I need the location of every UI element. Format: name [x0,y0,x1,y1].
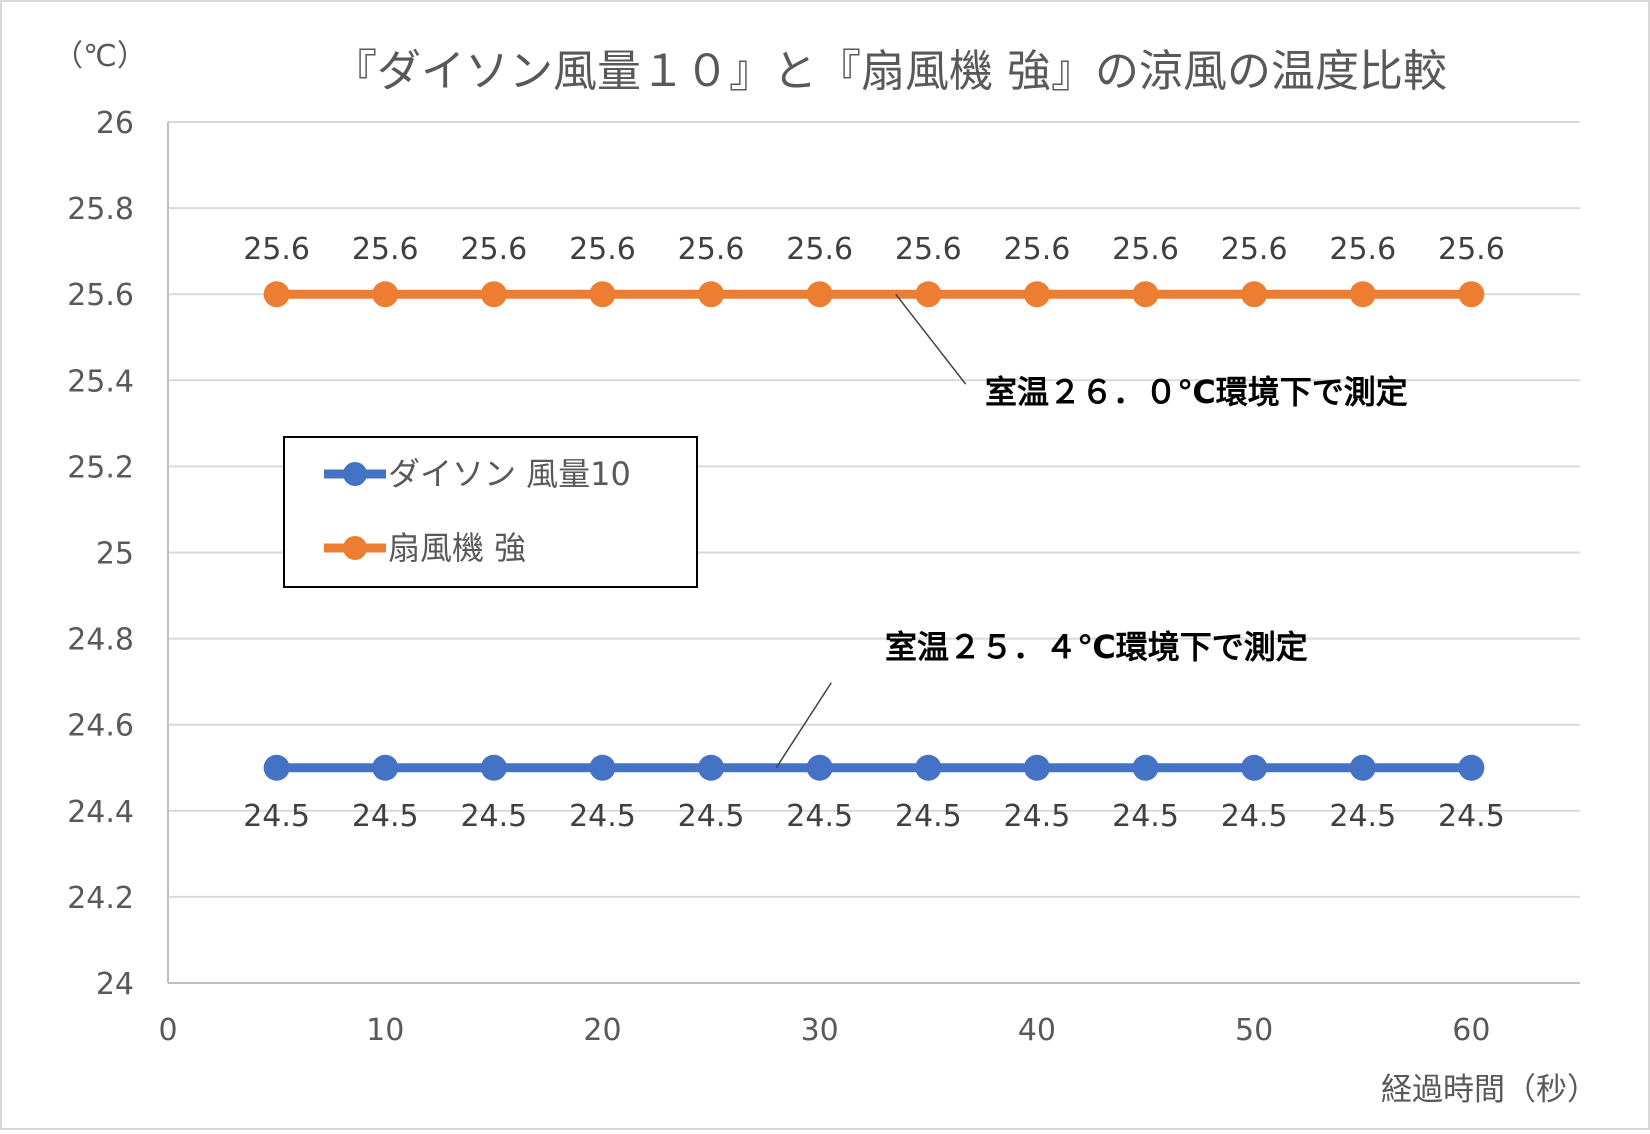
data-label: 24.5 [1329,799,1396,834]
data-label: 25.6 [1112,232,1179,267]
y-tick-label: 24.6 [67,709,134,744]
y-tick-label: 24.4 [67,795,134,830]
data-labels: 24.5 24.5 24.5 24.5 24.5 24.5 24.5 24.5 24.5 24.5… [243,232,1505,834]
data-label: 25.6 [243,232,310,267]
y-tick-label: 25 [96,537,134,572]
y-tick-label: 25.6 [67,278,134,313]
data-label: 25.6 [352,232,419,267]
annotation-leader-line [775,682,832,769]
y-tick-label: 24.8 [67,623,134,658]
data-point [589,281,616,308]
y-tick-label: 26 [96,106,134,141]
data-point [263,281,290,308]
data-point [1023,754,1050,781]
data-point [698,754,725,781]
data-point [1132,281,1159,308]
data-label: 24.5 [460,799,527,834]
x-tick-label: 10 [366,1013,404,1048]
data-point [1241,281,1268,308]
data-label: 25.6 [1004,232,1071,267]
y-tick-label: 25.8 [67,192,134,227]
x-tick-label: 50 [1235,1013,1273,1048]
data-point [1458,281,1485,308]
data-label: 24.5 [895,799,962,834]
data-label: 24.5 [569,799,636,834]
axes: 24 24.2 24.4 24.6 24.8 25 25.2 25.4 25.6 25.8 26 0 1… [67,106,1580,1048]
data-label: 25.6 [895,232,962,267]
data-point [372,281,399,308]
data-label: 24.5 [243,799,310,834]
data-point [1349,281,1376,308]
data-point [915,281,942,308]
data-point [698,281,725,308]
annotation-text: 室温２６．０℃環境下で測定 [985,373,1408,411]
data-label: 25.6 [1438,232,1505,267]
x-tick-label: 30 [801,1013,839,1048]
legend-marker [343,536,367,560]
x-tick-label: 40 [1018,1013,1056,1048]
data-label: 24.5 [1221,799,1288,834]
data-point [480,754,507,781]
y-tick-label: 25.4 [67,364,134,399]
data-label: 24.5 [786,799,853,834]
data-point [263,754,290,781]
data-point [1458,754,1485,781]
x-tick-label: 20 [583,1013,621,1048]
chart-title: 『ダイソン風量１０』と『扇風機 強』の涼風の温度比較 [333,46,1447,97]
legend-label: ダイソン 風量10 [388,455,631,493]
data-label: 24.5 [1438,799,1505,834]
annotation-leader-line [895,293,967,385]
x-tick-label: 0 [158,1013,177,1048]
data-point [480,281,507,308]
legend: ダイソン 風量10 扇風機 強 [283,436,698,588]
x-tick-label: 60 [1452,1013,1490,1048]
data-point [806,281,833,308]
data-label: 25.6 [678,232,745,267]
y-axis-unit: （℃） [53,39,147,74]
series-layer [263,281,1485,781]
legend-marker [343,462,367,486]
y-tick-label: 24.2 [67,881,134,916]
data-point [589,754,616,781]
data-point [915,754,942,781]
data-label: 24.5 [1112,799,1179,834]
data-point [1349,754,1376,781]
data-label: 24.5 [678,799,745,834]
data-label: 24.5 [1004,799,1071,834]
data-label: 25.6 [569,232,636,267]
data-label: 25.6 [460,232,527,267]
y-tick-label: 24 [96,967,134,1002]
y-tick-label: 25.2 [67,450,134,485]
x-axis-title: 経過時間（秒） [1381,1072,1598,1108]
data-label: 25.6 [1221,232,1288,267]
data-label: 25.6 [786,232,853,267]
legend-box [283,436,698,588]
data-label: 24.5 [352,799,419,834]
data-point [806,754,833,781]
legend-label: 扇風機 強 [388,529,526,567]
data-point [1241,754,1268,781]
data-point [1132,754,1159,781]
data-point [1023,281,1050,308]
annotation-text: 室温２５．４℃環境下で測定 [885,628,1308,666]
data-label: 25.6 [1329,232,1396,267]
data-point [372,754,399,781]
